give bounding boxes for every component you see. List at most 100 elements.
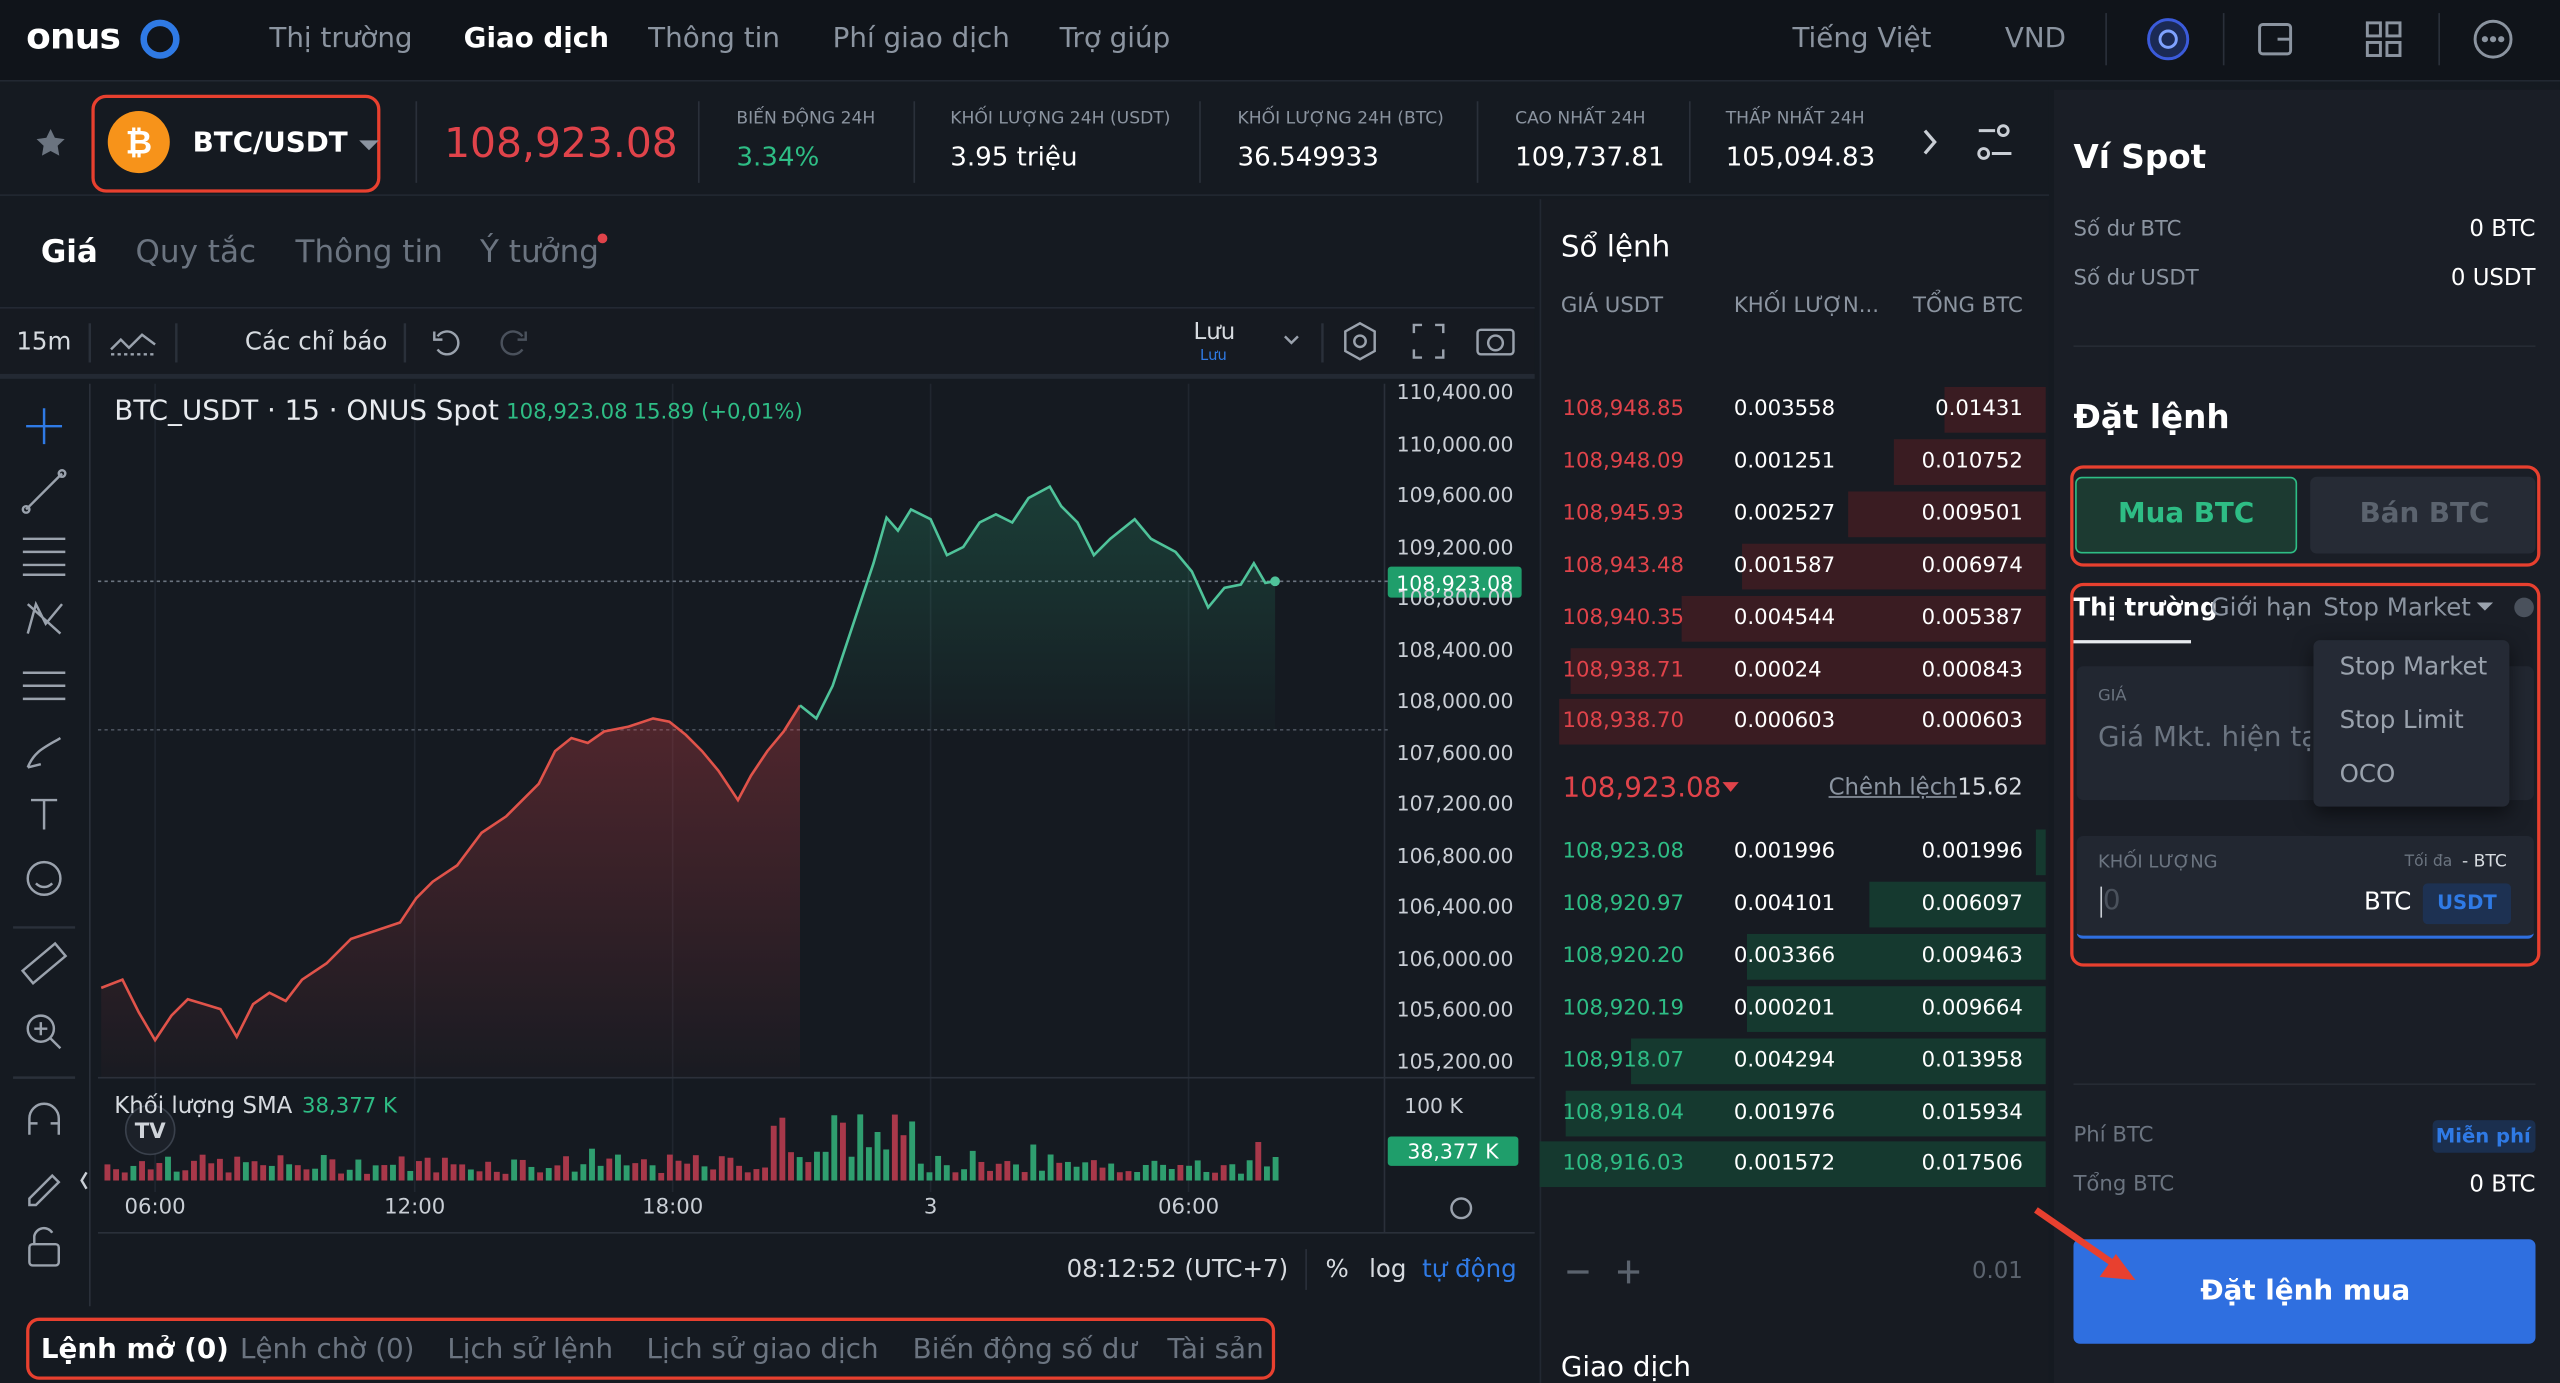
book-price[interactable]: 108,923.08 [1562, 839, 1684, 865]
bottom-tab[interactable]: Lệnh chờ (0) [239, 1333, 415, 1367]
chart-tab[interactable]: Ý tưởng [479, 234, 599, 271]
chart-legend: BTC_USDT · 15 · ONUS Spot [114, 394, 499, 428]
volume-bar [1099, 1167, 1106, 1181]
book-price[interactable]: 108,948.09 [1562, 449, 1684, 474]
book-price[interactable]: 108,918.04 [1562, 1100, 1684, 1125]
volume-bar [208, 1163, 215, 1181]
book-price[interactable]: 108,940.35 [1562, 605, 1684, 630]
favorite-star[interactable] [36, 128, 65, 156]
pair[interactable]: BTC/USDT [192, 127, 348, 160]
bottom-tab[interactable]: Biến động số dư [912, 1333, 1138, 1367]
language[interactable]: Tiếng Việt [1792, 22, 1932, 56]
volume-bar [1039, 1170, 1045, 1181]
auto-toggle[interactable]: tự động [1422, 1254, 1517, 1284]
submit-label[interactable]: Đặt lệnh mua [2200, 1274, 2411, 1308]
nav-item[interactable]: Thông tin [648, 22, 780, 56]
sell-label[interactable]: Bán BTC [2359, 497, 2490, 531]
book-total: 0.009501 [1921, 501, 2023, 526]
nav-item[interactable]: Trợ giúp [1059, 22, 1171, 56]
time-axis-label: 12:00 [384, 1195, 446, 1221]
nav-item[interactable]: Phí giao dịch [832, 22, 1010, 56]
volume-bar [450, 1164, 457, 1181]
type-caret[interactable] [2476, 602, 2494, 611]
volume-bar [147, 1169, 154, 1181]
volume-bar [718, 1156, 725, 1181]
volume-bar [286, 1164, 293, 1181]
drawing-tools[interactable] [13, 408, 88, 1267]
volume-bar [779, 1117, 786, 1181]
volume-bar [684, 1163, 691, 1181]
book-price[interactable]: 108,938.70 [1562, 709, 1684, 735]
depth-bar [1559, 699, 2046, 746]
book-qty: 0.001572 [1733, 1152, 1836, 1177]
buy-label[interactable]: Mua BTC [2117, 497, 2255, 531]
book-price[interactable]: 108,945.93 [1562, 501, 1684, 526]
bottom-tab[interactable]: Lệnh mở (0) [40, 1333, 229, 1367]
currency[interactable]: VND [2004, 22, 2067, 56]
step-controls[interactable] [1567, 1260, 1640, 1284]
dropdown-item[interactable]: Stop Market [2339, 651, 2488, 681]
info-icon[interactable] [2514, 597, 2534, 618]
book-price[interactable]: 108,916.03 [1562, 1152, 1684, 1177]
volume-bar [502, 1173, 509, 1181]
volume-bar [303, 1169, 310, 1181]
book-price[interactable]: 108,920.20 [1562, 943, 1684, 969]
depth-bar [1630, 1037, 2046, 1084]
trades-title: Giao dịch [1560, 1351, 1692, 1383]
layout-icon[interactable] [1977, 124, 2012, 160]
bottom-tab[interactable]: Lịch sử giao dịch [646, 1333, 879, 1367]
dropdown-item[interactable]: OCO [2339, 759, 2396, 789]
axis-settings[interactable] [1450, 1197, 1473, 1220]
book-price[interactable]: 108,920.97 [1562, 891, 1684, 917]
bottom-tab[interactable]: Lịch sử lệnh [447, 1333, 614, 1367]
buy-button[interactable] [2075, 476, 2298, 554]
volume-bar [511, 1159, 518, 1181]
order-type-tab[interactable]: Stop Market [2323, 592, 2471, 623]
last-price-tag: 108,923.08 [1396, 570, 1514, 596]
save[interactable]: Lưu [1193, 319, 1236, 346]
order-type-tab[interactable]: Thị trường [2073, 592, 2218, 623]
chart-tab[interactable]: Giá [40, 234, 98, 271]
unit-toggle[interactable] [2422, 883, 2512, 925]
bottom-tab[interactable]: Tài sản [1167, 1333, 1264, 1367]
order-type-tab[interactable]: Giới hạn [2210, 592, 2313, 623]
time-axis-label: 06:00 [124, 1195, 186, 1221]
max-value: - BTC [2462, 851, 2507, 872]
volume-bar [710, 1169, 717, 1181]
volume-bar [909, 1121, 916, 1181]
log-toggle[interactable]: log [1369, 1254, 1407, 1284]
volume-bar [346, 1169, 353, 1181]
volume-bar [1255, 1142, 1262, 1181]
toolbar-icons[interactable] [88, 321, 1515, 363]
volume-bar [242, 1162, 249, 1181]
book-price[interactable]: 108,938.71 [1562, 657, 1684, 683]
volume-bar [1212, 1172, 1218, 1181]
nav-item[interactable]: Thị trường [269, 22, 413, 56]
book-price[interactable]: 108,948.85 [1562, 397, 1684, 422]
sell-button[interactable] [2310, 476, 2536, 554]
pair-caret[interactable] [359, 140, 379, 151]
interval[interactable]: 15m [16, 326, 72, 356]
book-price[interactable]: 108,920.19 [1562, 995, 1684, 1021]
volume-bar [294, 1165, 301, 1181]
volume-bars [104, 1114, 1279, 1181]
chart-tab[interactable]: Quy tắc [135, 234, 257, 271]
price-area-red [101, 705, 800, 1078]
submit-button[interactable] [2073, 1239, 2536, 1344]
stats-next[interactable] [1923, 129, 1937, 155]
qty-toggle[interactable]: USDT [2437, 891, 2497, 915]
nav-item[interactable]: Giao dịch [463, 22, 610, 56]
depth-bar [1893, 439, 2046, 485]
volume-bar [476, 1171, 483, 1181]
book-total: 0.005387 [1921, 605, 2023, 630]
dropdown-item[interactable]: Stop Limit [2339, 705, 2464, 735]
indicators[interactable]: Các chỉ báo [244, 326, 388, 356]
book-price[interactable]: 108,918.07 [1562, 1047, 1684, 1073]
book-qty: 0.001251 [1733, 449, 1836, 474]
chart-tab[interactable]: Thông tin [295, 234, 443, 271]
tabs-highlight [26, 1317, 1276, 1380]
book-price[interactable]: 108,943.48 [1562, 553, 1684, 578]
book-qty: 0.000201 [1733, 995, 1836, 1021]
step[interactable]: 0.01 [1971, 1258, 2023, 1285]
percent-toggle[interactable]: % [1325, 1254, 1349, 1284]
